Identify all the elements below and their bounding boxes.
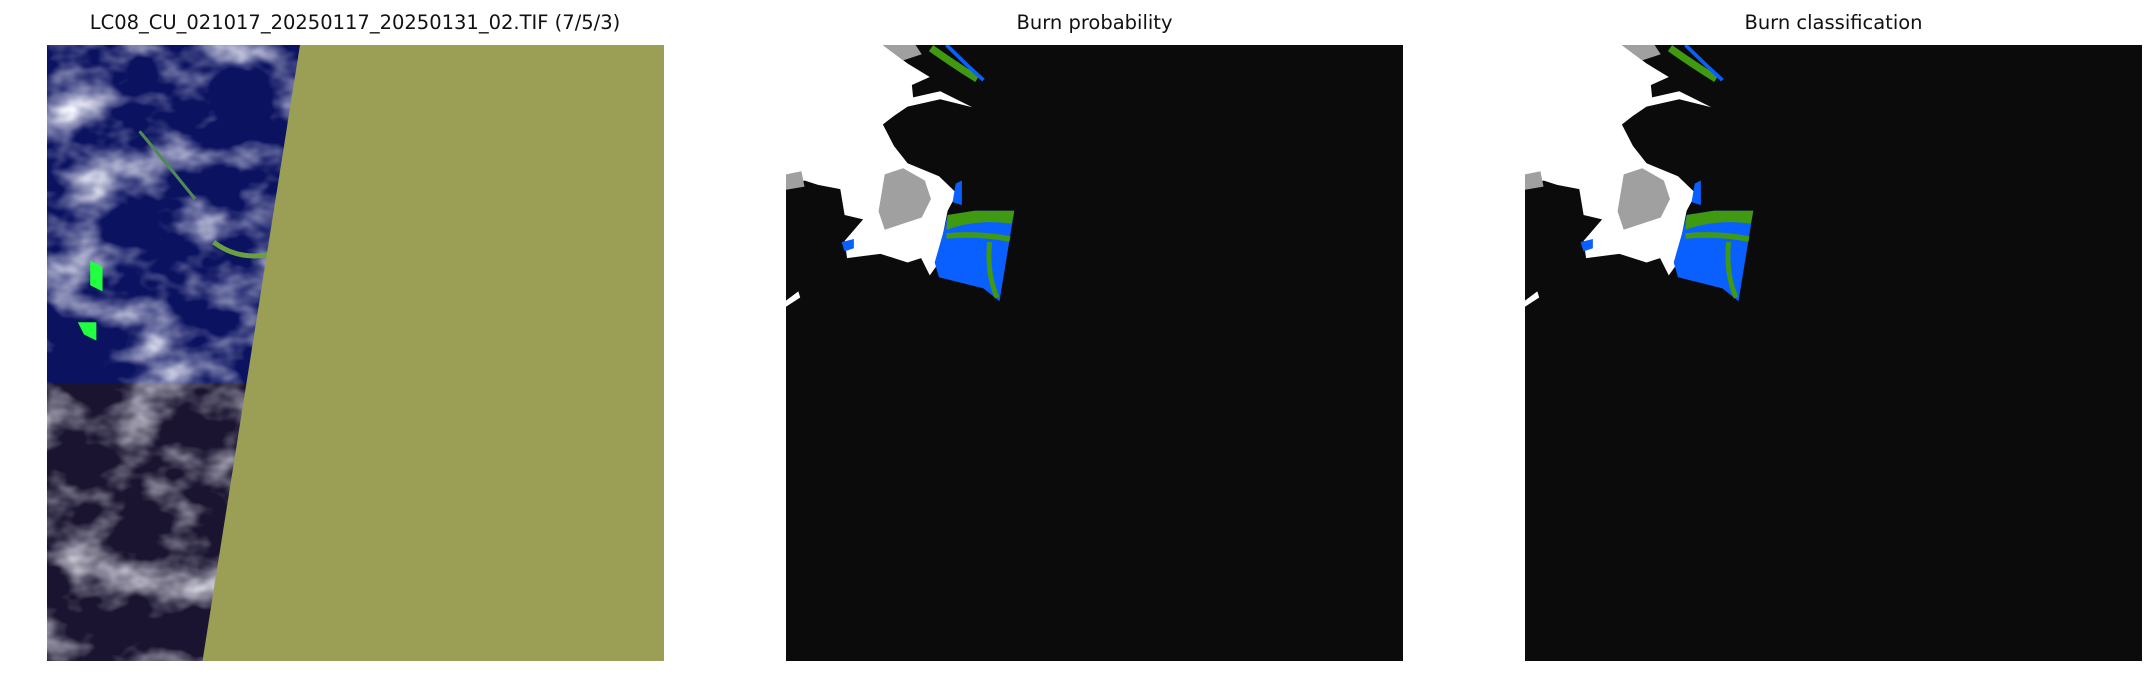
burned-area: [952, 180, 962, 206]
cloud-region: [786, 45, 973, 276]
low-probability-area: [786, 171, 805, 190]
burned-area: [841, 239, 854, 252]
nodata-region: [202, 45, 664, 661]
low-probability-area: [1617, 168, 1670, 230]
cloud-region: [1525, 45, 1712, 276]
panel-3-title: Burn classification: [1744, 11, 1923, 34]
vegetation-band: [928, 45, 980, 83]
vegetation-band: [1685, 210, 1754, 230]
river: [138, 130, 197, 200]
cloud-fleck: [1525, 291, 1540, 307]
burn-classification-map: [1525, 45, 2142, 661]
panel-2-title: Burn probability: [1016, 11, 1173, 34]
burned-area: [945, 45, 985, 82]
burned-area: [1580, 239, 1593, 252]
fire-spot: [90, 260, 103, 292]
false-color-image: [47, 45, 664, 661]
low-probability-area: [882, 45, 922, 61]
burned-area: [1691, 180, 1701, 206]
vegetation-band: [1667, 45, 1719, 83]
low-probability-area: [878, 168, 931, 230]
vegetation-band: [946, 210, 1015, 230]
panel-1-title: LC08_CU_021017_20250117_20250131_02.TIF …: [89, 11, 621, 34]
burned-area: [1684, 45, 1724, 82]
burn-probability-map: [786, 45, 1403, 661]
low-probability-area: [1525, 171, 1544, 190]
cloud-fleck: [786, 291, 801, 307]
fire-spot: [77, 322, 97, 341]
vegetation-band: [986, 241, 1000, 299]
vegetation-band: [946, 232, 1011, 242]
vegetation-band: [1725, 241, 1739, 299]
vegetation-band: [1685, 232, 1750, 242]
low-probability-area: [1621, 45, 1661, 61]
